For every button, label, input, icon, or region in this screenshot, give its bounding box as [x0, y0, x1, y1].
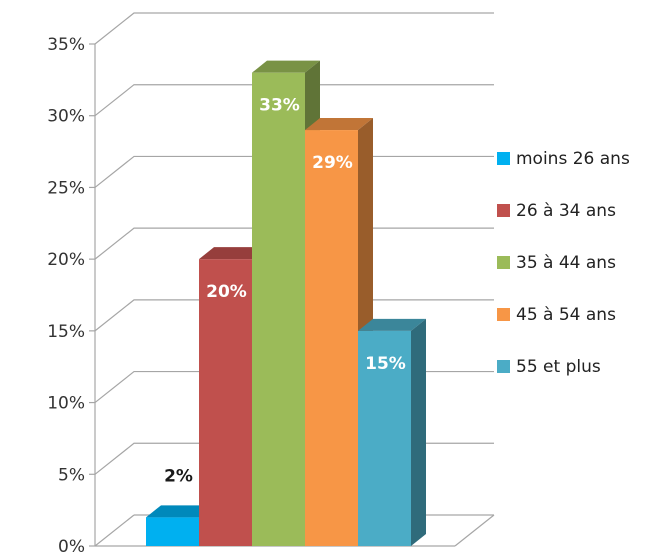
gridline	[94, 299, 494, 332]
legend-label: 35 à 44 ans	[516, 253, 616, 273]
bar-front-face	[146, 517, 199, 546]
data-label: 29%	[312, 153, 353, 173]
legend-item: moins 26 ans	[497, 149, 630, 169]
bar-top-face	[305, 118, 373, 131]
y-tick-label: 35%	[47, 35, 85, 55]
legend-label: moins 26 ans	[516, 149, 630, 169]
legend-swatch	[497, 152, 510, 165]
legend-label: 26 à 34 ans	[516, 201, 616, 221]
bar-front-face	[305, 130, 358, 547]
gridline	[94, 84, 494, 117]
bar-top-face	[252, 60, 320, 73]
data-label: 2%	[164, 466, 193, 486]
legend-item: 26 à 34 ans	[497, 201, 616, 221]
legend-label: 45 à 54 ans	[516, 305, 616, 325]
legend-item: 55 et plus	[497, 357, 601, 377]
bar-top-face	[146, 505, 214, 518]
y-tick-label: 25%	[47, 178, 85, 198]
y-tick-label: 30%	[47, 107, 85, 127]
data-label: 15%	[365, 354, 406, 374]
legend-swatch	[497, 204, 510, 217]
bar-front-face	[252, 72, 305, 546]
gridline	[94, 227, 494, 260]
bar-top-face	[358, 318, 426, 331]
y-tick-label: 0%	[58, 537, 85, 557]
y-axis: 0% 5% 10% 15% 20% 25% 30% 35%	[47, 35, 95, 557]
gridline	[94, 155, 494, 188]
y-tick-label: 15%	[47, 322, 85, 342]
legend-swatch	[497, 360, 510, 373]
y-tick-label: 10%	[47, 394, 85, 414]
legend-swatch	[497, 308, 510, 321]
data-label: 20%	[206, 282, 247, 302]
floor-left-edge	[94, 514, 135, 547]
bar-front-face	[358, 330, 411, 546]
y-tick-label: 5%	[58, 465, 85, 485]
legend-swatch	[497, 256, 510, 269]
legend-item: 35 à 44 ans	[497, 253, 616, 273]
data-labels: 2% 20% 33% 29% 15%	[164, 96, 406, 487]
bar-side-face	[411, 318, 426, 546]
bars	[146, 60, 426, 547]
y-tick-label: 20%	[47, 250, 85, 270]
data-label: 33%	[259, 96, 300, 116]
bar-front-face	[199, 259, 252, 546]
legend-item: 45 à 54 ans	[497, 305, 616, 325]
bar-5	[358, 318, 426, 546]
bar-top-face	[199, 247, 267, 260]
floor-right-edge	[454, 514, 495, 547]
gridline	[94, 12, 494, 45]
legend-label: 55 et plus	[516, 357, 601, 377]
legend: moins 26 ans 26 à 34 ans 35 à 44 ans 45 à …	[497, 149, 630, 377]
